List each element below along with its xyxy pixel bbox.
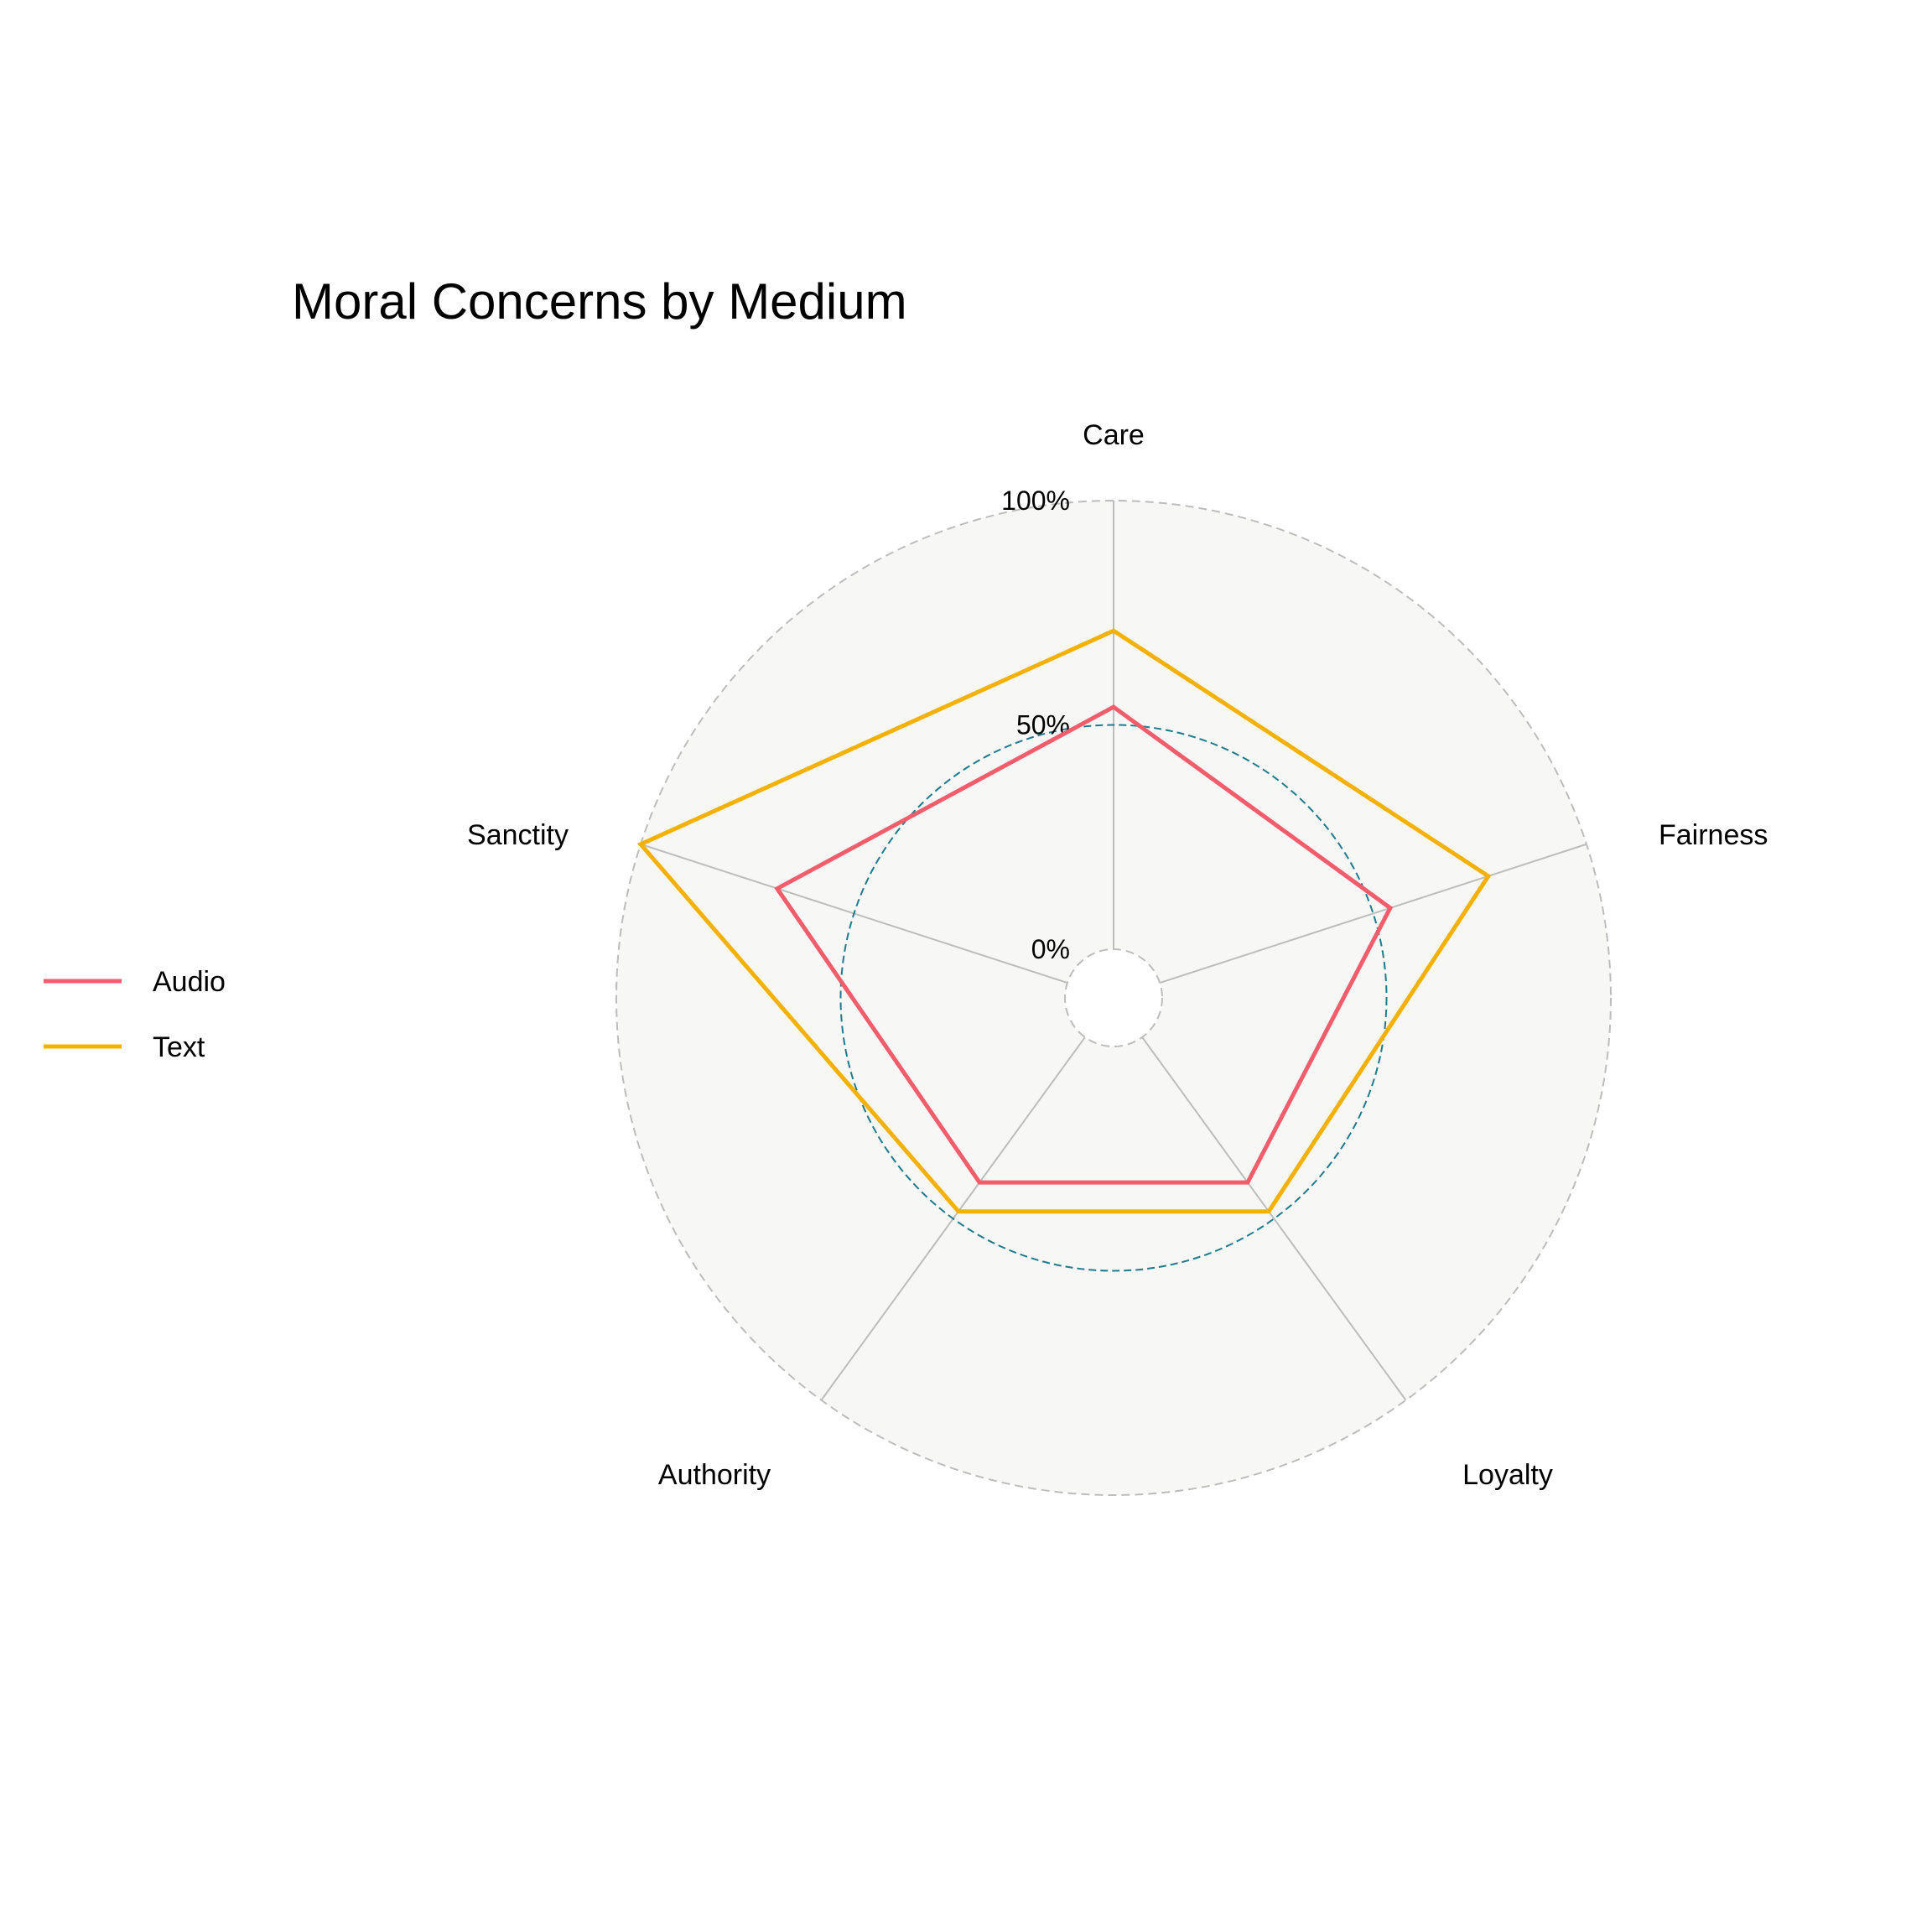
grid-label-2: 100% bbox=[1001, 486, 1070, 516]
axis-label-fairness: Fairness bbox=[1659, 819, 1768, 851]
grid-ring-0 bbox=[1064, 948, 1163, 1047]
chart-title: Moral Concerns by Medium bbox=[292, 273, 907, 330]
legend-label-audio: Audio bbox=[153, 966, 226, 998]
legend-label-text: Text bbox=[153, 1031, 205, 1063]
axis-label-authority: Authority bbox=[658, 1459, 771, 1491]
grid-ring-50 bbox=[839, 724, 1388, 1272]
grid-ring-100 bbox=[615, 500, 1612, 1496]
axis-label-sanctity: Sanctity bbox=[467, 819, 569, 851]
axis-label-care: Care bbox=[1083, 419, 1145, 451]
spoke-fairness bbox=[1159, 843, 1587, 984]
spoke-loyalty bbox=[1141, 1036, 1407, 1401]
series-line-audio bbox=[774, 704, 1394, 1185]
legend: Audio Text bbox=[44, 966, 226, 1063]
plot-area: 0%50%100%CareFairnessLoyaltyAuthoritySan… bbox=[467, 419, 1768, 1496]
grid-label-0: 0% bbox=[1031, 934, 1070, 964]
series-line-text bbox=[636, 628, 1492, 1214]
axis-label-loyalty: Loyalty bbox=[1462, 1459, 1553, 1491]
panel-center bbox=[1065, 949, 1162, 1046]
